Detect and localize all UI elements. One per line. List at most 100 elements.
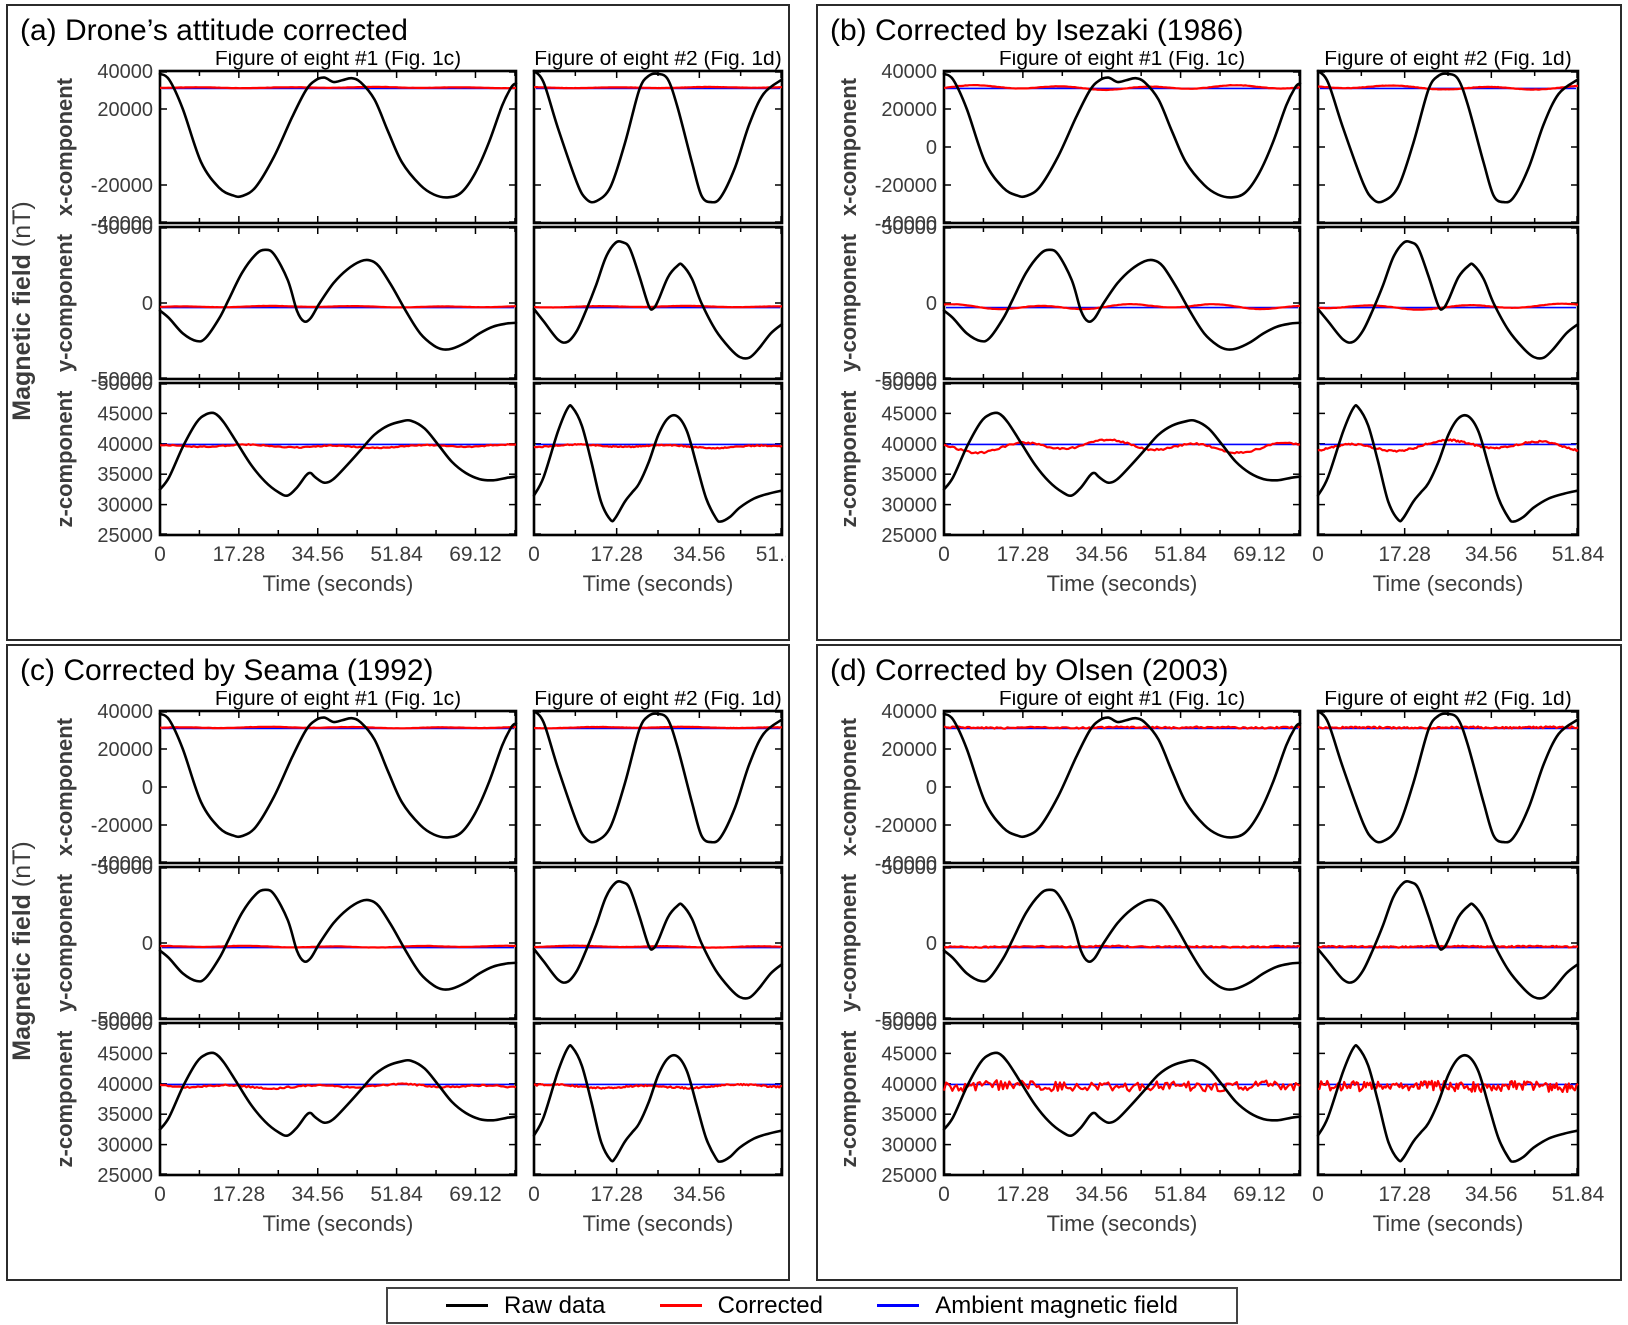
subplot-box	[1316, 381, 1580, 536]
column-title-2: Figure of eight #2 (Fig. 1d)	[534, 51, 781, 70]
x-tick-label: 69.12	[449, 543, 502, 566]
y-tick-label: -40000	[875, 213, 937, 235]
raw-line	[942, 247, 1302, 351]
corrected-line	[533, 944, 782, 949]
y-tick-label: 0	[142, 777, 153, 799]
subplot-box	[532, 1021, 784, 1176]
corrected-line	[160, 725, 517, 729]
x-tick-label: 0	[938, 543, 950, 566]
corrected-line	[159, 304, 517, 308]
y-tick-label: -50000	[875, 1009, 937, 1031]
time-axis-label: Time (seconds)	[1373, 571, 1524, 596]
corrected-line	[159, 442, 517, 449]
subplot-b-z1	[942, 381, 1302, 536]
corrected-line	[1317, 83, 1579, 91]
y-tick-label: 20000	[97, 739, 153, 761]
x-tick-label: 51.84	[370, 543, 423, 566]
legend: Raw data Corrected Ambient magnetic fiel…	[386, 1287, 1238, 1324]
subplot-box	[942, 225, 1302, 380]
x-tick-label: 34.56	[1075, 1183, 1128, 1206]
subplot-d-x2	[1316, 709, 1580, 864]
legend-label-ambient: Ambient magnetic field	[935, 1291, 1178, 1319]
legend-label-raw: Raw data	[504, 1291, 606, 1319]
x-tick-label: 0	[1312, 1183, 1324, 1206]
subplot-b-y1	[942, 225, 1302, 380]
component-label-y: y-component	[836, 873, 861, 1012]
y-tick-label: 40000	[881, 1073, 937, 1095]
y-tick-label: 0	[926, 933, 937, 955]
y-tick-label: 40000	[97, 1073, 153, 1095]
raw-line	[532, 239, 784, 360]
x-tick-label: 17.28	[590, 543, 643, 566]
y-tick-label: 0	[142, 933, 153, 955]
x-tick-label: 51.84	[1154, 543, 1207, 566]
corrected-line	[533, 1082, 783, 1090]
y-tick-label: 45000	[881, 403, 937, 425]
component-label-y: y-component	[836, 233, 861, 372]
corrected-line-swatch	[659, 1304, 702, 1307]
x-tick-label: 0	[938, 1183, 950, 1206]
y-tick-label: 30000	[97, 1134, 153, 1156]
x-tick-label: 34.56	[291, 543, 344, 566]
panel-d-title: (d) Corrected by Olsen (2003)	[830, 654, 1229, 687]
corrected-line	[533, 442, 783, 450]
subplot-box	[942, 865, 1302, 1020]
y-tick-label: -50000	[91, 369, 153, 391]
corrected-line	[942, 1078, 1301, 1092]
y-tick-label: 35000	[97, 1104, 153, 1126]
time-axis-label: Time (seconds)	[583, 1211, 734, 1236]
raw-line	[1316, 239, 1580, 360]
x-tick-label: 0	[154, 543, 166, 566]
component-label-z: z-component	[52, 389, 77, 527]
panel-a-plot-svg: Figure of eight #1 (Fig. 1c) Figure of ei…	[8, 51, 786, 596]
subplot-box	[1316, 709, 1580, 864]
y-tick-label: 45000	[97, 403, 153, 425]
corrected-line	[533, 725, 783, 729]
column-title-1: Figure of eight #1 (Fig. 1c)	[999, 51, 1245, 70]
column-title-1: Figure of eight #1 (Fig. 1c)	[215, 691, 461, 710]
y-tick-label: 50000	[881, 1013, 937, 1035]
raw-line	[942, 72, 1302, 199]
subplot-c-z1	[158, 1021, 518, 1176]
y-tick-label: 0	[926, 293, 937, 315]
y-tick-label: -20000	[91, 175, 153, 197]
x-tick-label: 17.28	[1378, 543, 1431, 566]
subplot-a-z1	[158, 381, 518, 536]
subplot-a-z2	[532, 381, 784, 536]
subplot-b-x2	[1316, 69, 1580, 224]
x-tick-label: 34.56	[1075, 543, 1128, 566]
raw-line	[532, 403, 784, 523]
raw-line	[942, 887, 1302, 991]
time-axis-label: Time (seconds)	[263, 571, 414, 596]
y-tick-label: 50000	[881, 217, 937, 239]
subplot-box	[1316, 225, 1580, 380]
panel-d: (d) Corrected by Olsen (2003) Figure of …	[816, 644, 1622, 1281]
y-tick-label: 35000	[881, 1104, 937, 1126]
subplot-box	[532, 381, 784, 536]
component-label-x: x-component	[836, 77, 861, 216]
raw-line	[532, 69, 784, 204]
component-label-y: y-component	[52, 233, 77, 372]
subplot-box	[532, 865, 784, 1020]
corrected-line	[1317, 1079, 1579, 1093]
column-title-2: Figure of eight #2 (Fig. 1d)	[534, 691, 781, 710]
panel-d-plot-svg: Figure of eight #1 (Fig. 1c) Figure of ei…	[836, 691, 1605, 1236]
raw-line-swatch	[446, 1304, 488, 1307]
raw-line	[158, 72, 518, 199]
panel-c-title: (c) Corrected by Seama (1992)	[20, 654, 434, 687]
corrected-line	[1317, 302, 1579, 311]
y-tick-label: 50000	[97, 857, 153, 879]
component-label-z: z-component	[836, 1029, 861, 1167]
subplot-a-y1	[158, 225, 518, 380]
component-label-y: y-component	[52, 873, 77, 1012]
x-tick-label: 17.28	[997, 543, 1050, 566]
x-tick-label: 0	[1312, 543, 1324, 566]
y-tick-label: 20000	[881, 99, 937, 121]
y-tick-label: -20000	[91, 815, 153, 837]
panel-b-plot-svg: Figure of eight #1 (Fig. 1c) Figure of ei…	[836, 51, 1605, 596]
subplot-box	[158, 69, 518, 224]
y-tick-label: 40000	[881, 701, 937, 723]
y-tick-label: 50000	[97, 217, 153, 239]
magnetic-field-axis-label: Magnetic field (nT)	[8, 201, 36, 420]
raw-line	[532, 709, 784, 844]
